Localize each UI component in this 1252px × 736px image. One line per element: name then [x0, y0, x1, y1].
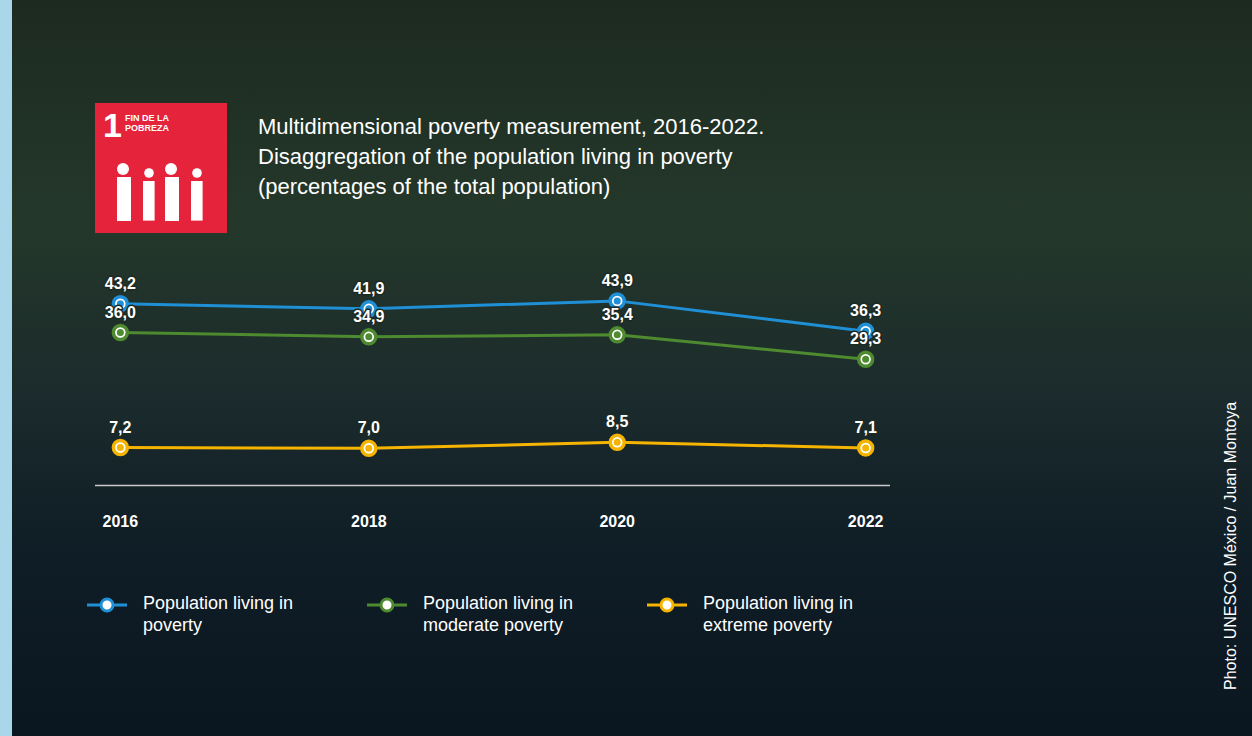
html-text:1: 1: [103, 106, 122, 144]
svg-text:2022: 2022: [848, 513, 884, 530]
html-text:Photo: UNESCO México / Juan Mo: Photo: UNESCO México / Juan Montoya: [1222, 401, 1239, 690]
svg-text:35,4: 35,4: [602, 306, 633, 323]
html-text:Population living in moderate: Population living in moderate poverty: [423, 593, 574, 635]
html-text:Population living in extreme p: Population living in extreme poverty: [703, 593, 854, 635]
svg-text:34,9: 34,9: [353, 308, 384, 325]
svg-text:36,0: 36,0: [105, 304, 136, 321]
html-text:Multidimensional poverty measu: Multidimensional poverty measurement, 20…: [258, 114, 765, 139]
svg-text:8,5: 8,5: [606, 413, 628, 430]
svg-text:7,2: 7,2: [109, 419, 131, 436]
svg-text:36,3: 36,3: [850, 302, 881, 319]
svg-text:2018: 2018: [351, 513, 387, 530]
html-text:Population living in poverty: Population living in poverty: [143, 593, 294, 635]
svg-text:43,9: 43,9: [602, 272, 633, 289]
svg-text:7,1: 7,1: [855, 419, 877, 436]
svg-text:43,2: 43,2: [105, 275, 136, 292]
svg-text:2020: 2020: [599, 513, 635, 530]
svg-text:41,9: 41,9: [353, 280, 384, 297]
html-text:FIN DE LA POBREZA: FIN DE LA POBREZA: [125, 113, 169, 133]
html-text:Disaggregation of the populati: Disaggregation of the population living …: [258, 144, 733, 199]
svg-text:7,0: 7,0: [358, 419, 380, 436]
svg-text:2016: 2016: [103, 513, 139, 530]
svg-text:29,3: 29,3: [850, 330, 881, 347]
